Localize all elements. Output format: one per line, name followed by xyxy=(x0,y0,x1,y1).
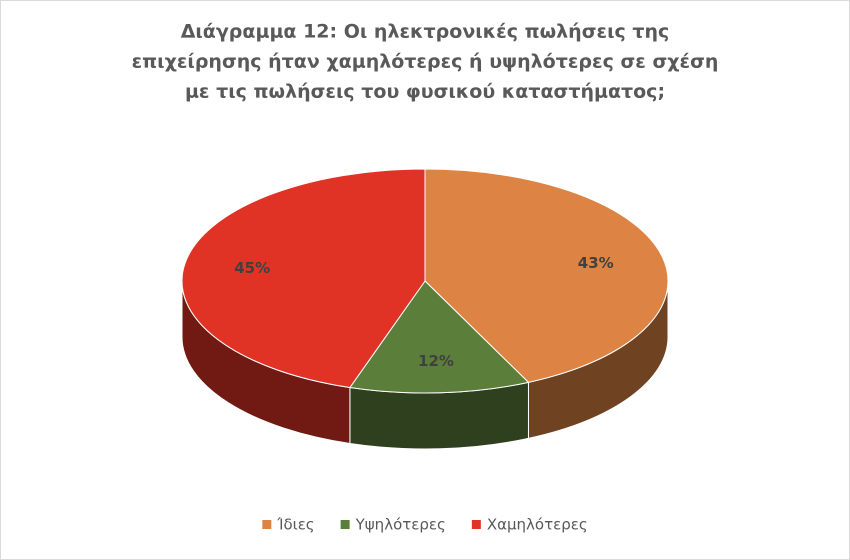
data-label: 45% xyxy=(234,259,270,277)
data-label: 43% xyxy=(578,254,614,272)
slice xyxy=(349,280,530,394)
legend-label: Ίδιες xyxy=(276,516,314,534)
slice xyxy=(424,168,669,383)
data-label: 12% xyxy=(418,352,454,370)
chart-title: με τις πωλήσεις του φυσικού καταστήματος… xyxy=(185,81,665,103)
chart-title: Διάγραμμα 12: Οι ηλεκτρονικές πωλήσεις τ… xyxy=(181,21,670,43)
chart-title: επιχείρησης ήταν χαμηλότερες ή υψηλότερε… xyxy=(132,51,719,73)
legend-swatch xyxy=(340,520,350,529)
legend-label: Χαμηλότερες xyxy=(487,516,588,534)
slice xyxy=(181,168,426,389)
legend-swatch xyxy=(471,520,481,529)
legend-label: Υψηλότερες xyxy=(355,516,446,534)
legend-swatch xyxy=(262,520,272,529)
